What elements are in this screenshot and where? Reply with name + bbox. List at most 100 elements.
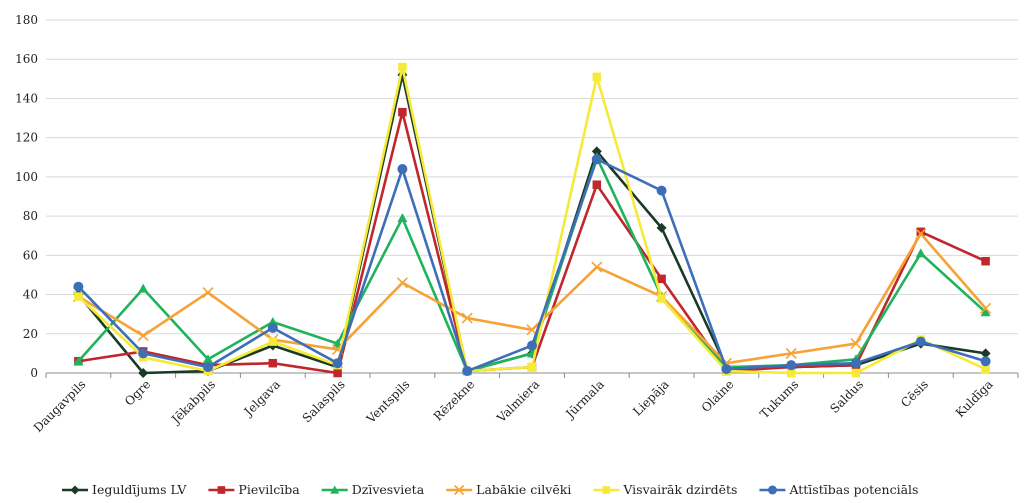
series-0 [73,69,991,378]
data-point [980,307,991,317]
data-point [657,294,666,303]
data-point [138,368,149,378]
legend-label: Dzīvesvieta [352,482,425,497]
y-tick-label: 0 [30,366,38,380]
x-tick-label: Ventspils [363,377,412,426]
legend-label: Visvairāk dzirdēts [622,482,737,497]
data-point [267,322,278,333]
x-tick-label: Rēzekne [431,377,477,423]
data-point [74,292,83,301]
series-5 [73,154,991,377]
y-tick-label: 20 [23,327,38,341]
x-axis: Daugavpils Ogre Jēkabpils Jelgava Salaspils V… [31,372,1019,435]
data-point [332,358,343,369]
data-point [591,154,602,165]
legend-label: Attīstības potenciāls [788,482,918,497]
data-point [851,368,861,378]
x-tick-label: Salaspils [300,377,348,425]
data-point [527,340,537,351]
series-1 [74,107,990,378]
data-point [980,348,991,359]
data-point [981,364,990,374]
x-tick-label: Olaine [699,377,737,415]
legend-item: Visvairāk dzirdēts [593,482,737,497]
data-point [398,62,407,72]
x-tick-label: Daugavpils [31,377,89,435]
data-point [980,356,991,367]
legend-item: Ieguldījums LV [62,482,187,497]
data-point [397,213,408,223]
x-tick-label: Liepāja [630,377,671,418]
legend-marker [767,485,777,495]
y-tick-label: 140 [15,91,38,105]
legend-marker [70,485,80,495]
legend-label: Ieguldījums LV [92,482,187,497]
data-point [785,347,797,359]
data-point [915,336,926,347]
data-point [786,368,796,378]
legend-marker [602,486,611,494]
y-tick-label: 120 [15,131,38,145]
legend-label: Labākie cilvēki [476,482,571,497]
legend-marker [330,485,340,494]
y-tick-label: 100 [15,170,38,184]
data-point [203,362,213,373]
x-tick-label: Jelgava [240,377,283,420]
plot-area [72,62,992,378]
data-point [397,164,408,175]
data-point [333,368,342,378]
data-point [915,228,927,240]
y-tick-label: 40 [23,288,38,302]
data-point [461,312,473,324]
x-tick-label: Kuldīga [953,377,996,420]
y-tick-label: 60 [23,248,38,262]
legend-item: Attīstības potenciāls [759,482,918,497]
data-point [980,302,992,314]
data-point [786,360,797,371]
legend: Ieguldījums LV Pievilcība Dzīvesvieta Labāk… [62,482,918,497]
legend-marker [217,486,226,494]
series-line [77,157,986,373]
data-point [202,287,214,299]
data-point [138,283,149,293]
x-tick-label: Jēkabpils [168,377,219,428]
x-tick-label: Cēsis [898,377,931,410]
y-axis: 0 20 40 60 80 100 120 140 160 180 [15,13,38,380]
data-point [462,366,473,377]
data-point [656,222,667,233]
x-tick-label: Valmiera [493,377,542,426]
data-point [591,261,603,273]
x-tick-label: Saldus [827,377,866,416]
y-tick-label: 160 [15,52,38,66]
data-point [850,338,862,350]
data-point [137,330,149,342]
data-point [721,364,732,375]
data-point [591,146,602,157]
data-point [73,281,84,292]
data-point [203,354,213,364]
data-point [592,180,602,189]
data-point [916,227,926,237]
data-point [268,358,278,368]
data-point [396,277,408,289]
data-point [398,107,407,117]
data-point [981,256,990,266]
x-tick-label: Tukums [757,377,801,421]
data-point [657,274,666,284]
data-point [527,362,537,372]
data-point [656,185,667,196]
series-line [77,155,987,373]
x-tick-label: Ogre [122,377,153,408]
y-tick-label: 180 [15,13,38,27]
data-point [268,337,278,346]
data-point [851,358,861,369]
legend-marker [454,484,465,496]
legend-item: Dzīvesvieta [321,482,425,497]
x-tick-label: Jūrmala [562,377,607,422]
y-tick-label: 80 [23,209,38,223]
legend-label: Pievilcība [238,482,300,497]
data-point [73,356,84,366]
data-point [592,72,602,82]
